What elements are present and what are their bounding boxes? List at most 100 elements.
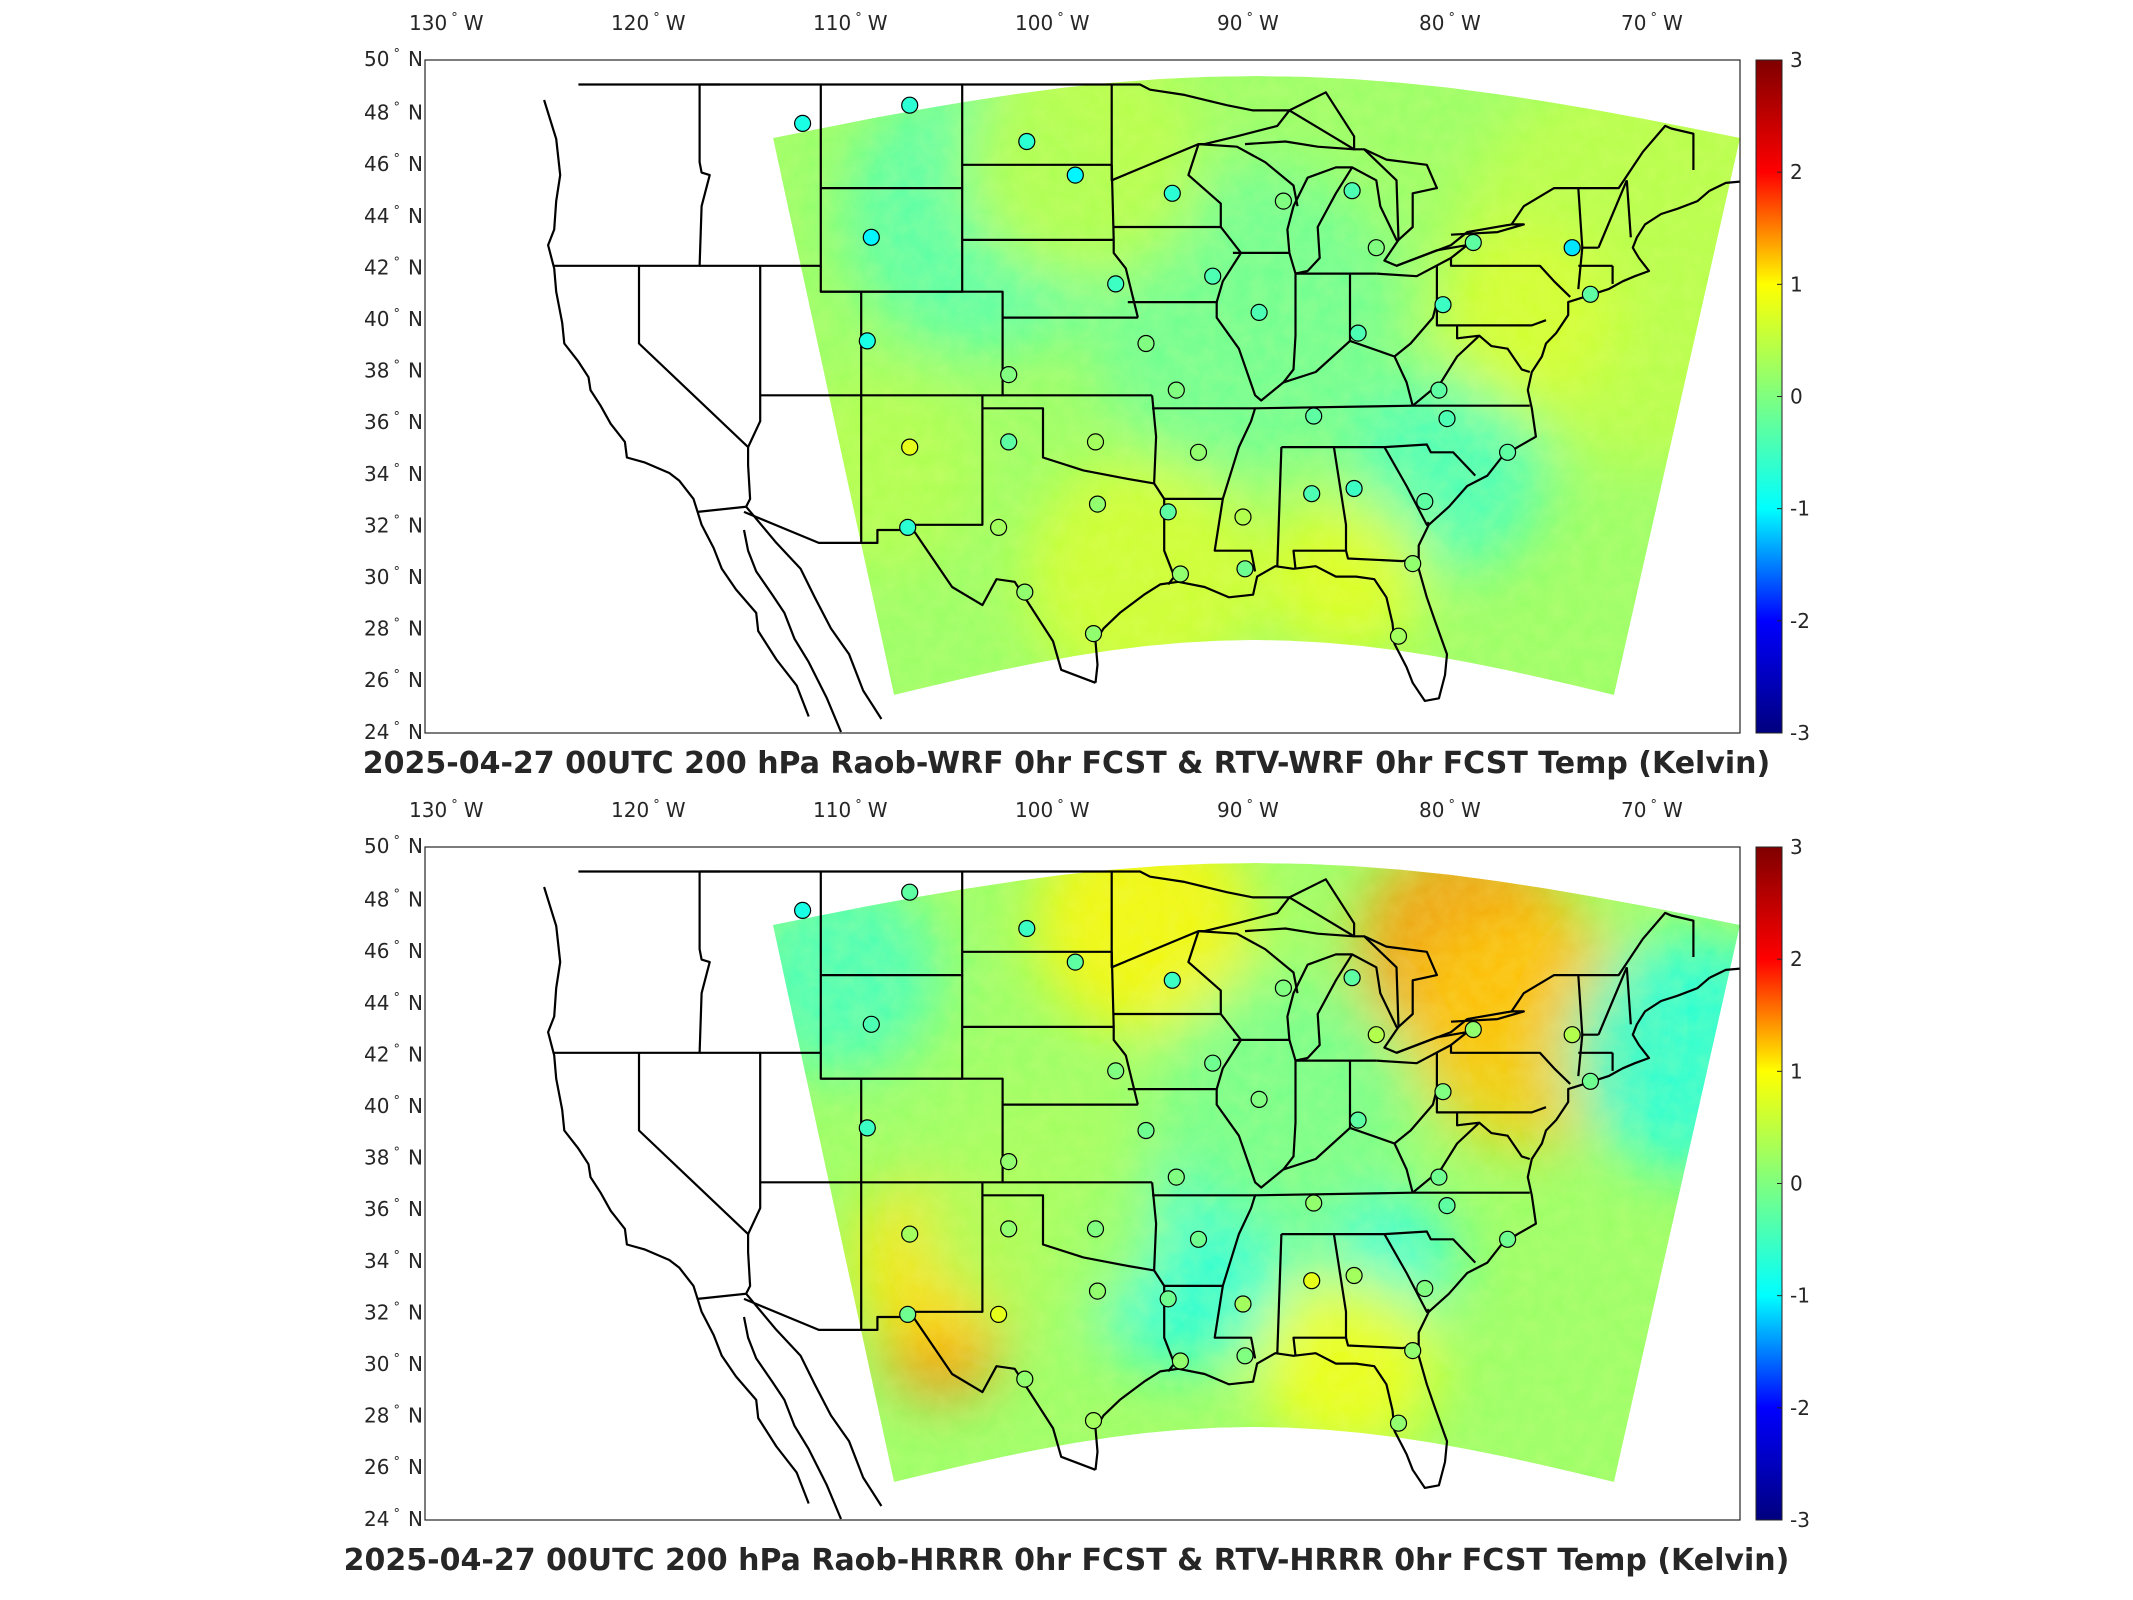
raob-station-marker[interactable] [793,901,812,920]
raob-station-marker[interactable] [1305,407,1323,425]
raob-station-marker[interactable] [1137,334,1155,353]
raob-station-marker[interactable] [1274,192,1293,210]
raob-station-marker[interactable] [1438,410,1456,428]
panel-title: 2025-04-27 00UTC 200 hPa Raob-HRRR 0hr F… [343,1543,1790,1578]
raob-station-marker[interactable] [1107,275,1125,293]
raob-station-marker[interactable] [1581,285,1600,303]
state-border [1411,1121,1481,1194]
raob-station-marker[interactable] [1000,433,1018,451]
raob-station-marker[interactable] [1189,443,1208,461]
raob-station-marker[interactable] [1107,1062,1125,1080]
raob-station-marker[interactable] [862,228,880,246]
raob-station-marker[interactable] [1066,166,1084,184]
raob-station-marker[interactable] [1163,971,1181,989]
state-border [1187,930,1299,1014]
raob-station-marker[interactable] [1000,1220,1018,1238]
raob-station-marker[interactable] [899,1305,917,1324]
raob-station-marker[interactable] [1343,969,1361,987]
raob-station-marker[interactable] [1367,1026,1385,1044]
raob-station-marker[interactable] [1343,182,1361,200]
lat-tick-label: 32 ° N [364,513,423,537]
raob-station-marker[interactable] [1163,184,1181,202]
raob-station-marker[interactable] [1389,1414,1408,1432]
raob-station-marker[interactable] [901,1225,919,1243]
raob-station-marker[interactable] [1345,1266,1363,1285]
raob-station-marker[interactable] [1349,324,1367,342]
raob-station-marker[interactable] [858,1119,876,1137]
raob-station-marker[interactable] [1204,267,1222,285]
raob-station-marker[interactable] [1171,1352,1190,1370]
colorbar-tick-label: 0 [1790,1172,1803,1196]
state-border [1625,967,1632,1025]
raob-station-marker[interactable] [1159,503,1177,521]
state-border [1283,1126,1414,1193]
raob-station-marker[interactable] [1430,381,1448,399]
raob-station-marker[interactable] [1416,1279,1434,1298]
raob-station-marker[interactable] [1086,433,1105,451]
raob-station-marker[interactable] [1498,443,1517,461]
raob-station-marker[interactable] [1086,1220,1105,1238]
raob-station-marker[interactable] [1084,1411,1103,1430]
raob-station-marker[interactable] [901,883,919,901]
raob-station-marker[interactable] [1404,554,1422,573]
lat-tick-label: 46 ° N [364,152,423,176]
raob-station-marker[interactable] [1016,583,1034,601]
lat-tick-label: 48 ° N [364,101,423,125]
raob-station-marker[interactable] [989,1305,1008,1324]
raob-station-marker[interactable] [1189,1230,1208,1248]
raob-station-marker[interactable] [858,332,876,350]
coastline [1709,180,1740,192]
raob-station-marker[interactable] [1066,953,1084,971]
raob-station-marker[interactable] [1367,239,1385,257]
raob-station-marker[interactable] [1303,485,1321,503]
raob-station-marker[interactable] [1018,132,1036,151]
coastline [1709,967,1740,979]
raob-station-marker[interactable] [1434,1083,1452,1101]
raob-station-marker[interactable] [862,1015,880,1033]
raob-station-marker[interactable] [1159,1290,1177,1308]
raob-station-marker[interactable] [1167,1168,1185,1186]
raob-station-marker[interactable] [1498,1230,1517,1248]
map-svg: 130 ° W 120 ° W 110 ° W 100 ° W 90 ° W 80 ° W 70 ° W 50 ° N 48 ° N… [364,798,1810,1532]
raob-station-marker[interactable] [1088,1282,1107,1300]
raob-station-marker[interactable] [1016,1370,1034,1388]
raob-station-marker[interactable] [1167,381,1185,399]
raob-station-marker[interactable] [1084,624,1103,643]
raob-station-marker[interactable] [1137,1121,1155,1140]
raob-station-marker[interactable] [1305,1194,1323,1212]
raob-station-marker[interactable] [1430,1168,1448,1186]
raob-station-marker[interactable] [1345,479,1363,498]
raob-station-marker[interactable] [1236,1347,1254,1365]
raob-station-marker[interactable] [1171,565,1190,583]
raob-station-marker[interactable] [1088,495,1107,513]
raob-station-marker[interactable] [1303,1272,1321,1290]
raob-station-marker[interactable] [1464,1020,1482,1039]
raob-station-marker[interactable] [1563,239,1581,257]
raob-station-marker[interactable] [1389,627,1408,645]
raob-station-marker[interactable] [1018,919,1036,938]
raob-station-marker[interactable] [1434,296,1452,314]
raob-station-marker[interactable] [989,518,1008,537]
raob-station-marker[interactable] [1464,233,1482,252]
raob-station-marker[interactable] [793,114,812,133]
raob-station-marker[interactable] [1250,303,1268,321]
raob-station-marker[interactable] [1000,366,1018,384]
raob-station-marker[interactable] [1250,1090,1268,1108]
state-border [1411,334,1481,407]
raob-station-marker[interactable] [1563,1026,1581,1044]
raob-station-marker[interactable] [1349,1111,1367,1129]
raob-station-marker[interactable] [901,438,919,456]
raob-station-marker[interactable] [1000,1153,1018,1171]
raob-station-marker[interactable] [1581,1072,1600,1090]
raob-station-marker[interactable] [1438,1197,1456,1215]
coastline [742,1316,843,1520]
raob-station-marker[interactable] [899,518,917,537]
raob-station-marker[interactable] [1234,508,1252,526]
raob-station-marker[interactable] [1234,1295,1252,1313]
raob-station-marker[interactable] [1416,492,1434,511]
raob-station-marker[interactable] [1204,1054,1222,1072]
raob-station-marker[interactable] [1274,979,1293,997]
raob-station-marker[interactable] [1236,560,1254,578]
raob-station-marker[interactable] [1404,1341,1422,1360]
raob-station-marker[interactable] [901,96,919,114]
